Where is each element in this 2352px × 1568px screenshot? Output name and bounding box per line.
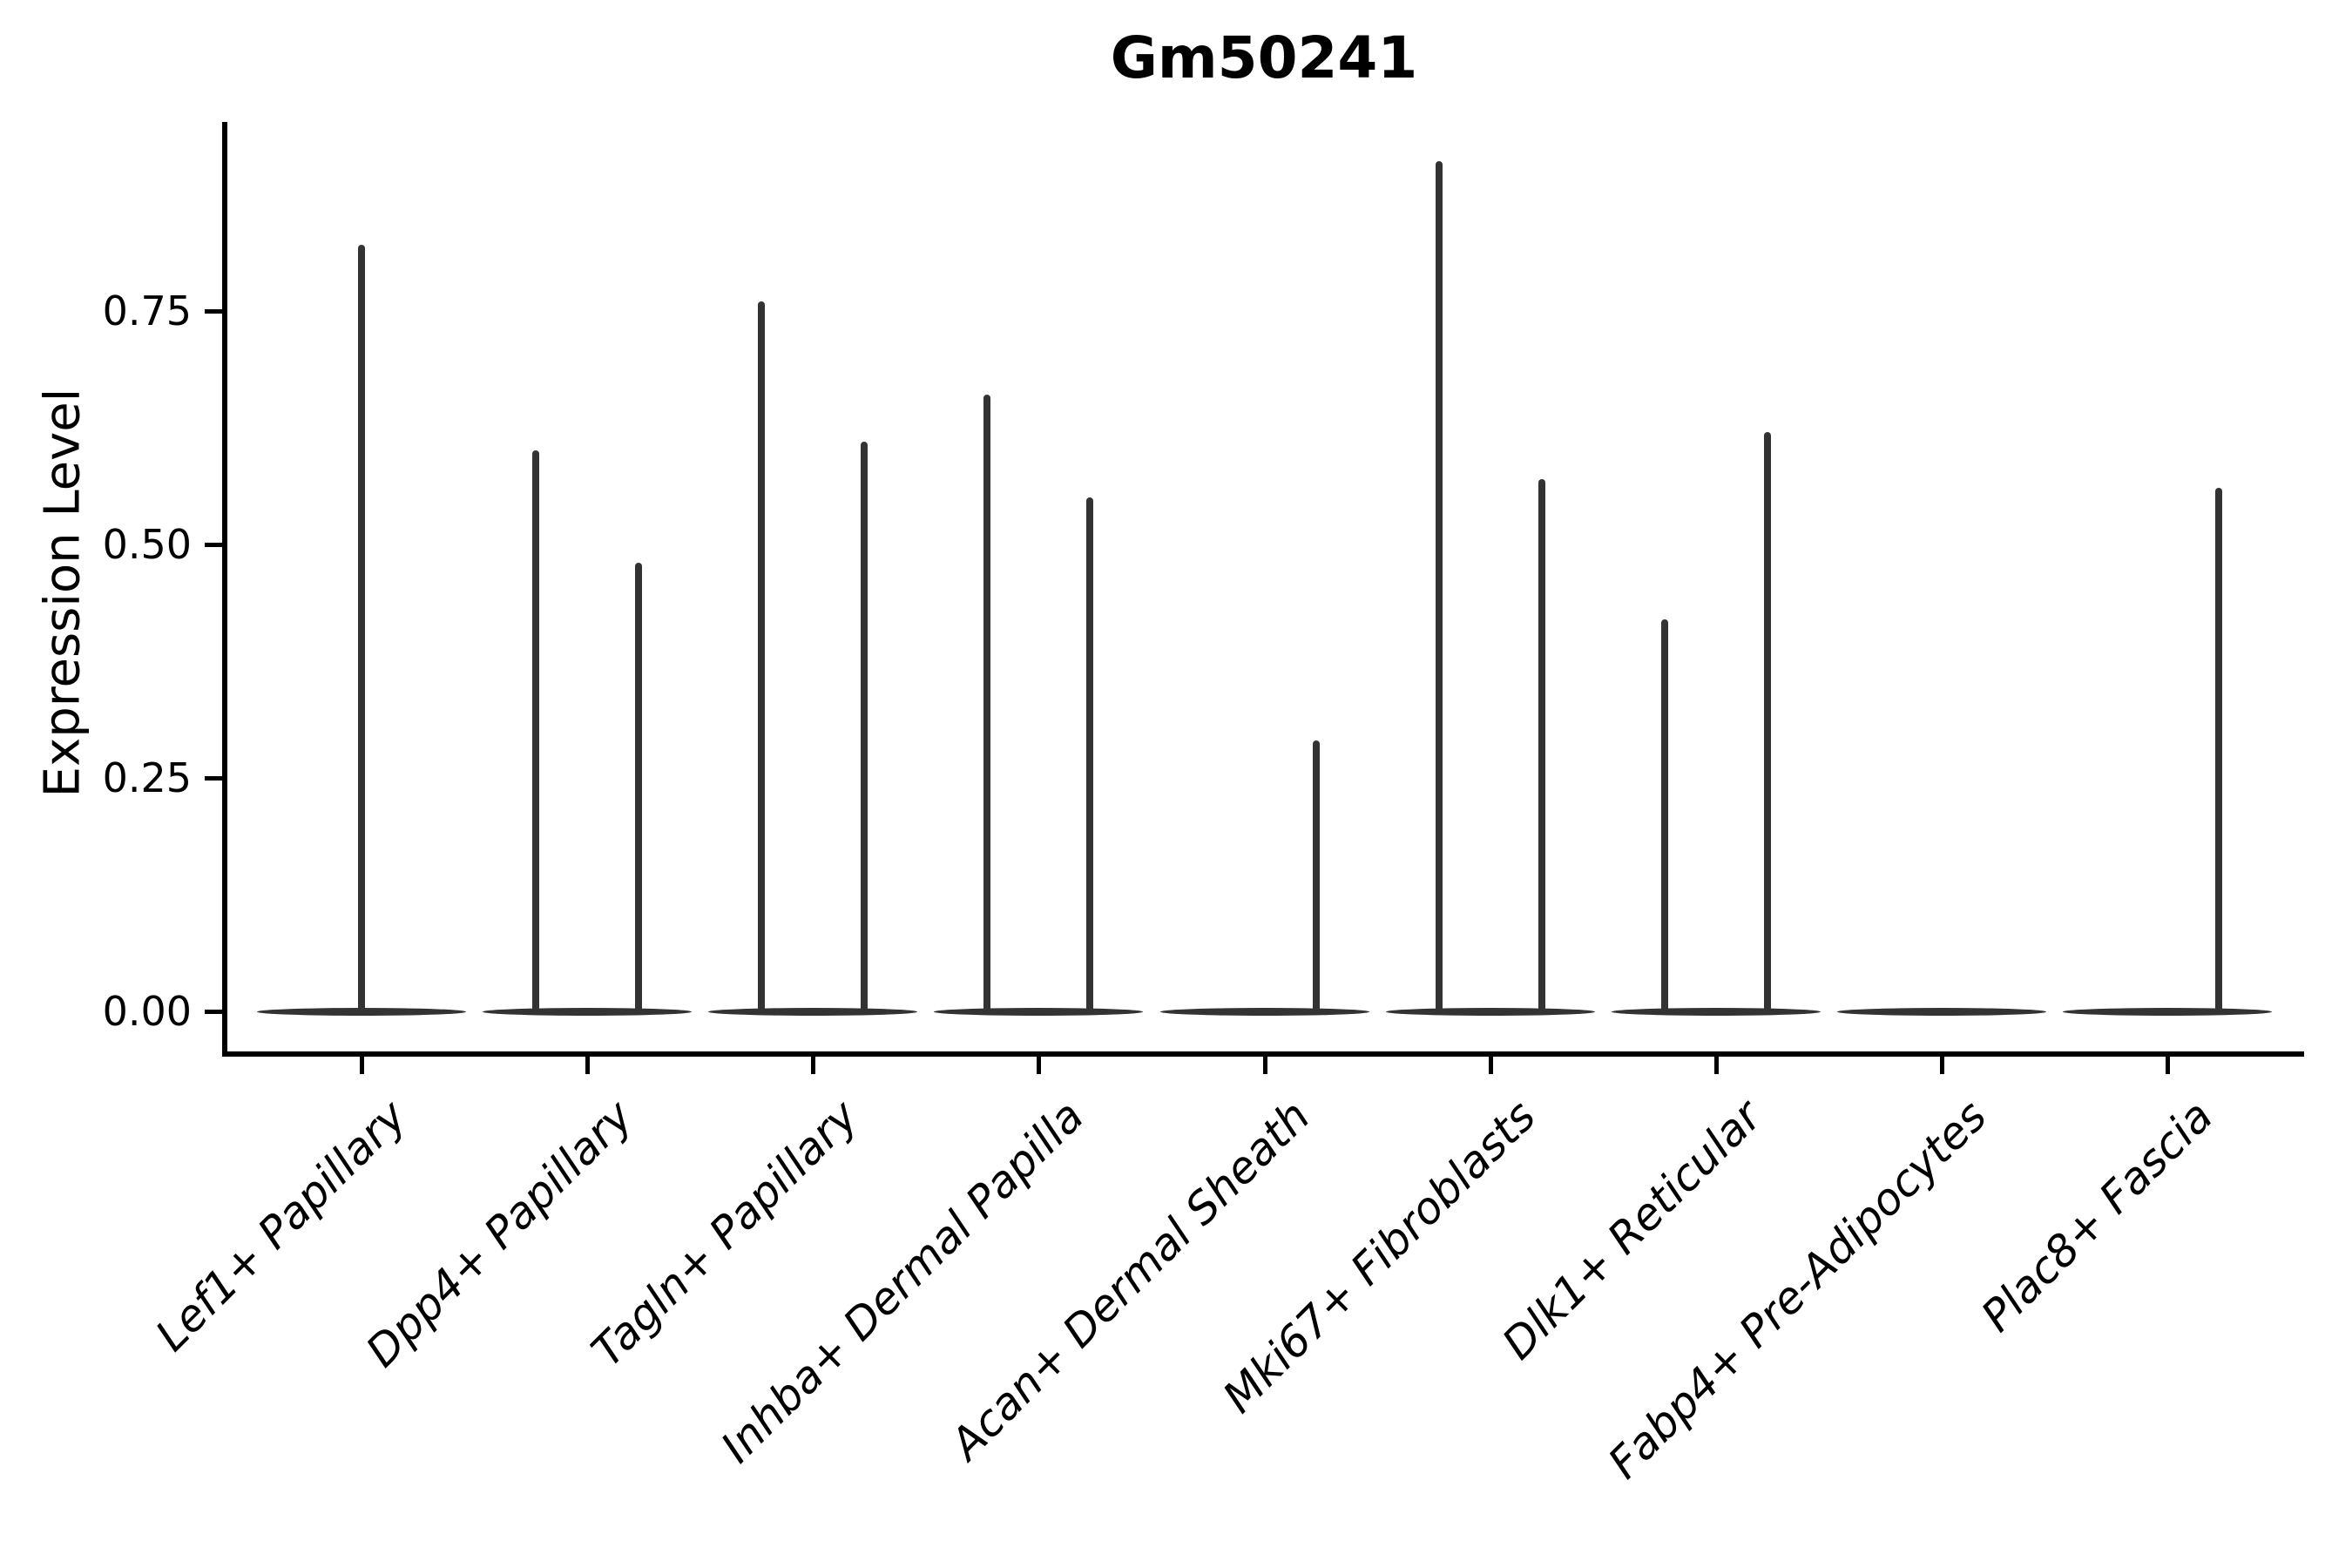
x-axis-spine: [222, 1051, 2304, 1057]
violin-baseline: [1159, 1008, 1369, 1016]
x-axis-tick: [1262, 1057, 1267, 1074]
violin-spike: [861, 441, 868, 1015]
x-axis-tick: [1037, 1057, 1042, 1074]
violin-spike: [1538, 478, 1545, 1015]
x-axis-label: Acan+ Dermal Sheath: [940, 1091, 1320, 1470]
x-axis-tick: [360, 1057, 364, 1074]
x-axis-label: Plac8+ Fascia: [1971, 1091, 2223, 1342]
violin-spike: [358, 245, 365, 1015]
y-axis-tick-label: 0.50: [102, 520, 192, 568]
x-axis-tick: [2166, 1057, 2171, 1074]
violin-spike: [1312, 740, 1320, 1015]
violin-spike: [1086, 497, 1094, 1015]
violin-baseline: [1837, 1008, 2047, 1016]
violin-spike: [532, 450, 540, 1015]
x-axis-label: Fabp4+ Pre-Adipocytes: [1598, 1091, 1997, 1489]
x-axis-tick: [811, 1057, 816, 1074]
x-axis-tick: [1488, 1057, 1493, 1074]
violin-spike: [1660, 618, 1668, 1015]
y-axis-spine: [222, 122, 227, 1057]
x-axis-label: Inhba+ Dermal Papilla: [711, 1091, 1094, 1473]
x-axis-tick: [585, 1057, 591, 1074]
y-axis-tick: [205, 542, 222, 547]
violin-baseline: [708, 1008, 918, 1016]
y-axis-tick: [205, 308, 222, 314]
violin-baseline: [1611, 1008, 1821, 1016]
y-axis-tick-label: 0.25: [102, 754, 192, 801]
x-axis-tick: [1940, 1057, 1945, 1074]
violin-spike: [758, 301, 766, 1015]
plot-title: Gm50241: [1110, 24, 1418, 91]
violin-spike: [983, 395, 991, 1015]
violin-baseline: [1385, 1008, 1595, 1016]
violin-spike: [2215, 488, 2223, 1015]
y-axis-tick-label: 0.00: [102, 988, 192, 1035]
violin-spike: [1763, 431, 1771, 1015]
violin-spike: [1435, 160, 1443, 1015]
x-axis-tick: [1713, 1057, 1719, 1074]
violin-baseline: [934, 1008, 1144, 1016]
violin-baseline: [2063, 1008, 2273, 1016]
y-axis-tick-label: 0.75: [102, 287, 192, 335]
violin-baseline: [483, 1008, 693, 1016]
y-axis-tick: [205, 1010, 222, 1014]
violin-spike: [635, 563, 643, 1015]
y-axis-tick: [205, 775, 222, 781]
